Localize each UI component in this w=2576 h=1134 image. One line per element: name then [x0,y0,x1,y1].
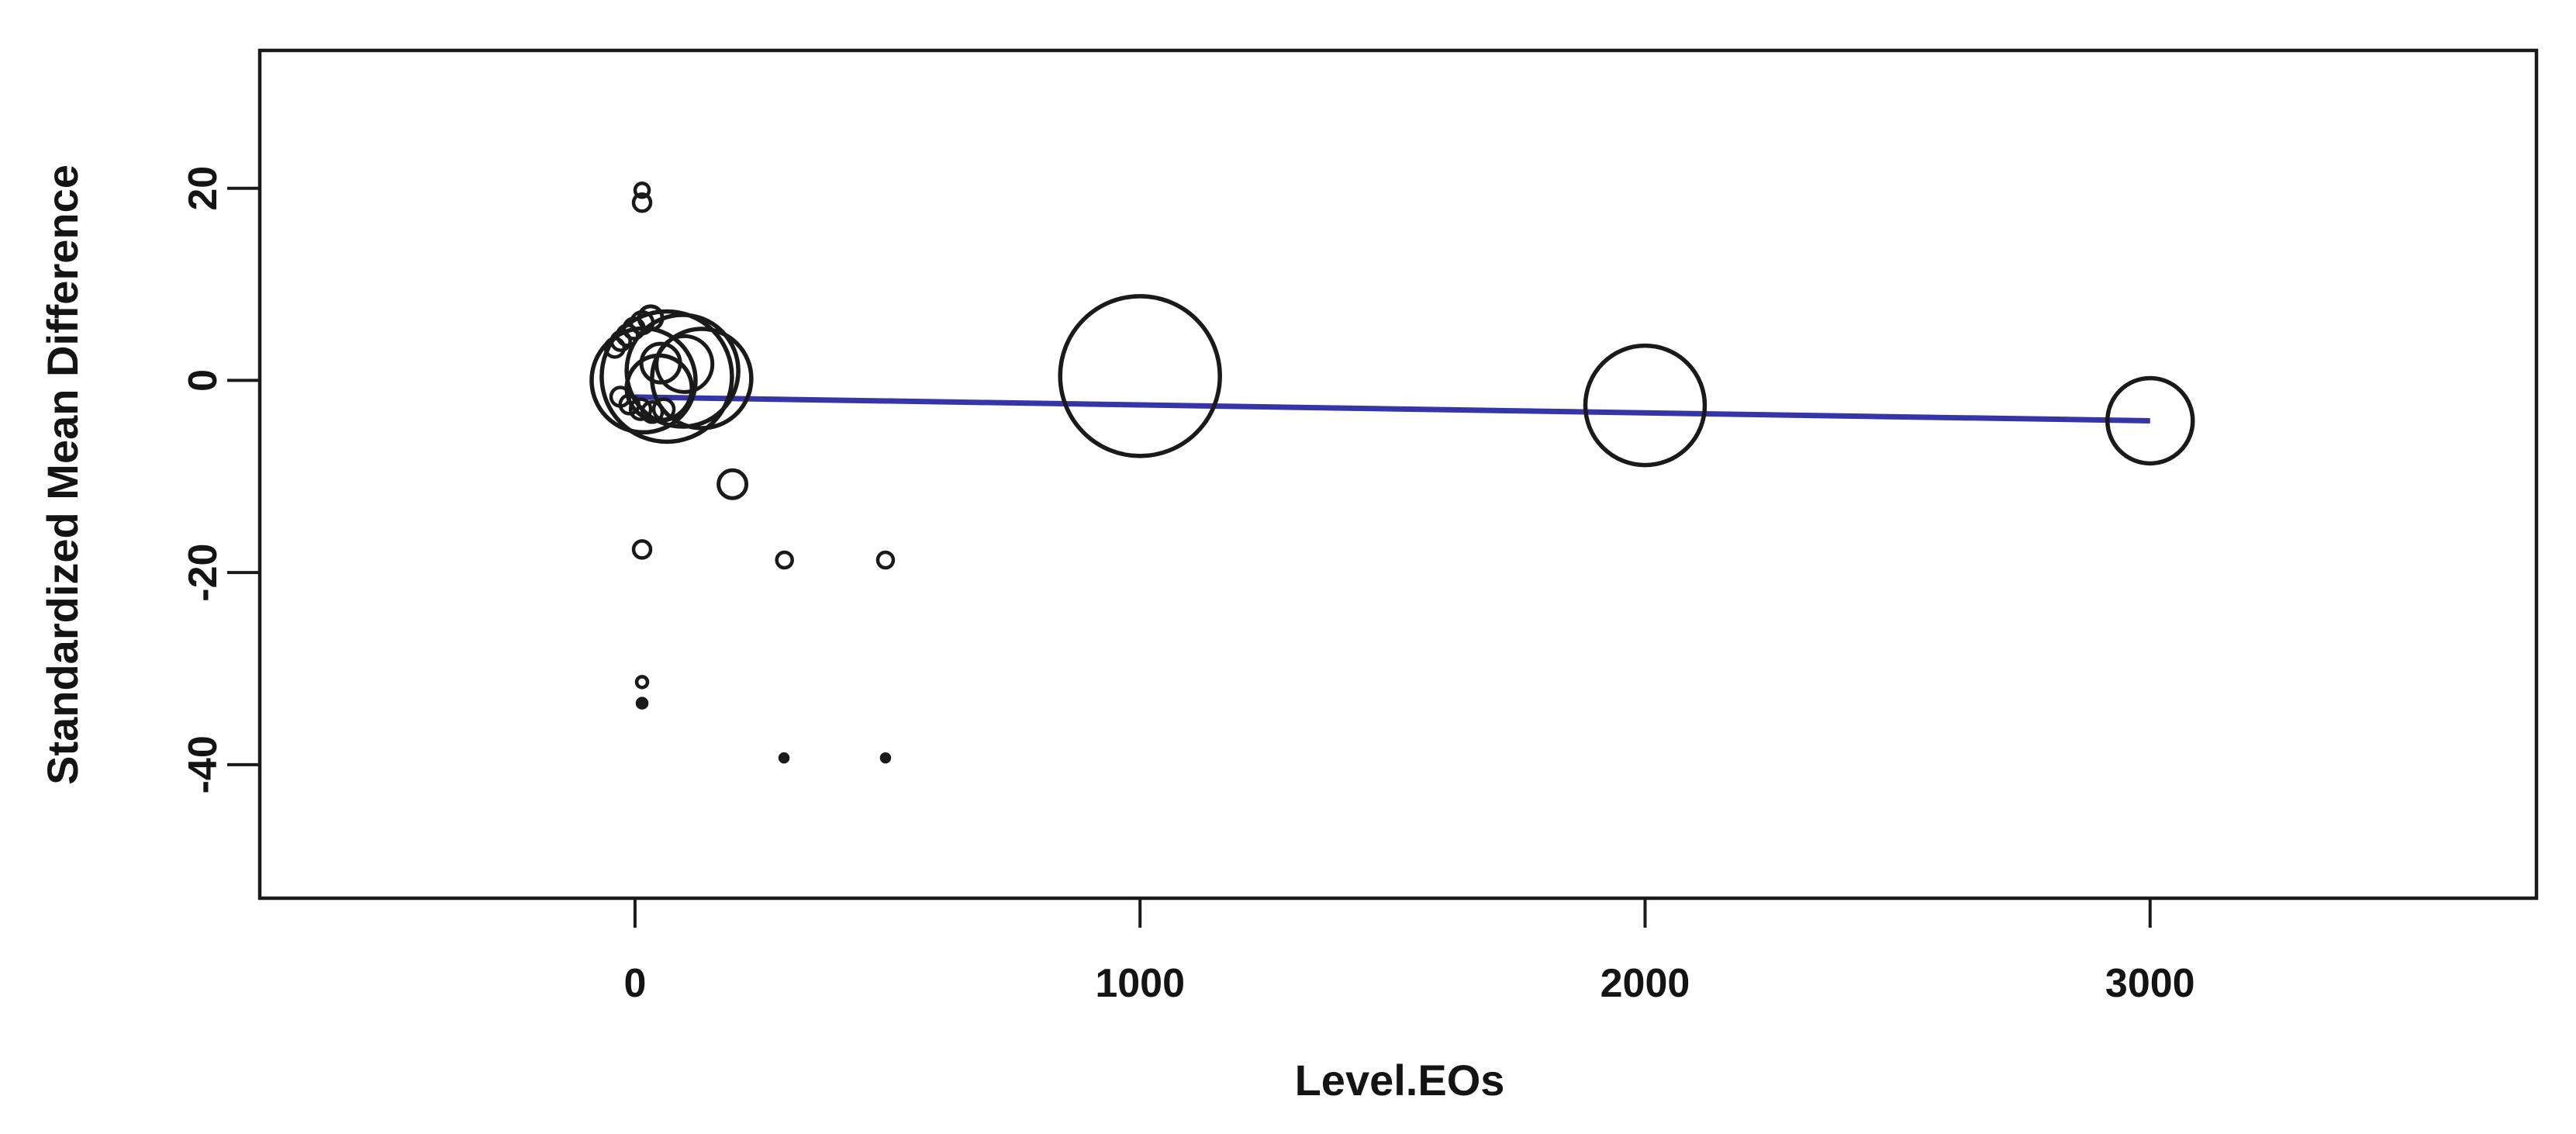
bubble [1583,343,1708,468]
bubble [651,397,676,421]
x-tick-label: 0 [623,961,646,1006]
bubble [603,337,627,359]
bubble [2105,375,2195,466]
y-tick-label: -20 [181,544,226,602]
bubble [875,550,896,570]
bubble [635,697,649,710]
bubble [609,330,632,352]
plot-layers: 0 1000 2000 3000 20 0 -20 -40 [181,48,2539,1006]
x-tick-label: 1000 [1095,961,1185,1006]
bubble [775,550,794,570]
bubble [618,393,641,416]
bubble [628,397,653,421]
bubble [1058,294,1222,458]
bubble [637,304,665,332]
bubble [654,334,715,394]
bubble [624,313,741,429]
bubble [634,675,650,690]
x-tick-label: 2000 [1601,961,1690,1006]
x-tick-label: 3000 [2105,961,2195,1006]
y-axis-title: Standardized Mean Difference [38,164,87,785]
bubble [879,752,892,764]
plot-box [257,48,2539,901]
bubble [631,192,653,213]
bubble [717,468,749,500]
x-axis-title: Level.EOs [1295,1056,1505,1105]
bubble [615,323,640,347]
y-tick-label: 20 [181,166,226,211]
bubble [599,309,734,444]
bubble [631,539,653,560]
bubble [778,752,790,764]
bubble [640,400,665,424]
y-tick-label: 0 [181,369,226,392]
y-tick-label: -40 [181,735,226,793]
bubble [639,341,682,385]
bubble [633,181,651,199]
regression-line [634,394,2150,424]
